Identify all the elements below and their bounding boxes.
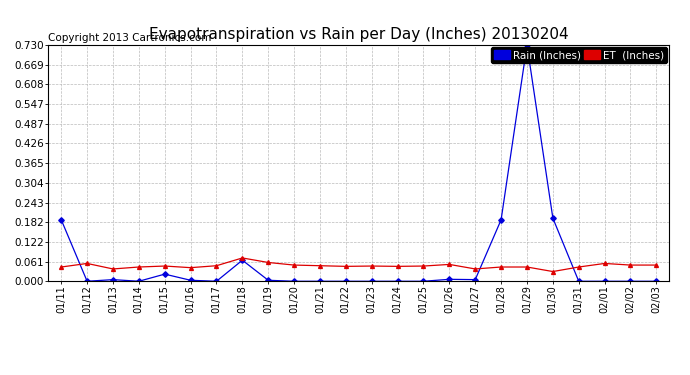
Text: Copyright 2013 Cartronics.com: Copyright 2013 Cartronics.com (48, 33, 212, 43)
Legend: Rain (Inches), ET  (Inches): Rain (Inches), ET (Inches) (491, 47, 667, 63)
Title: Evapotranspiration vs Rain per Day (Inches) 20130204: Evapotranspiration vs Rain per Day (Inch… (149, 27, 569, 42)
